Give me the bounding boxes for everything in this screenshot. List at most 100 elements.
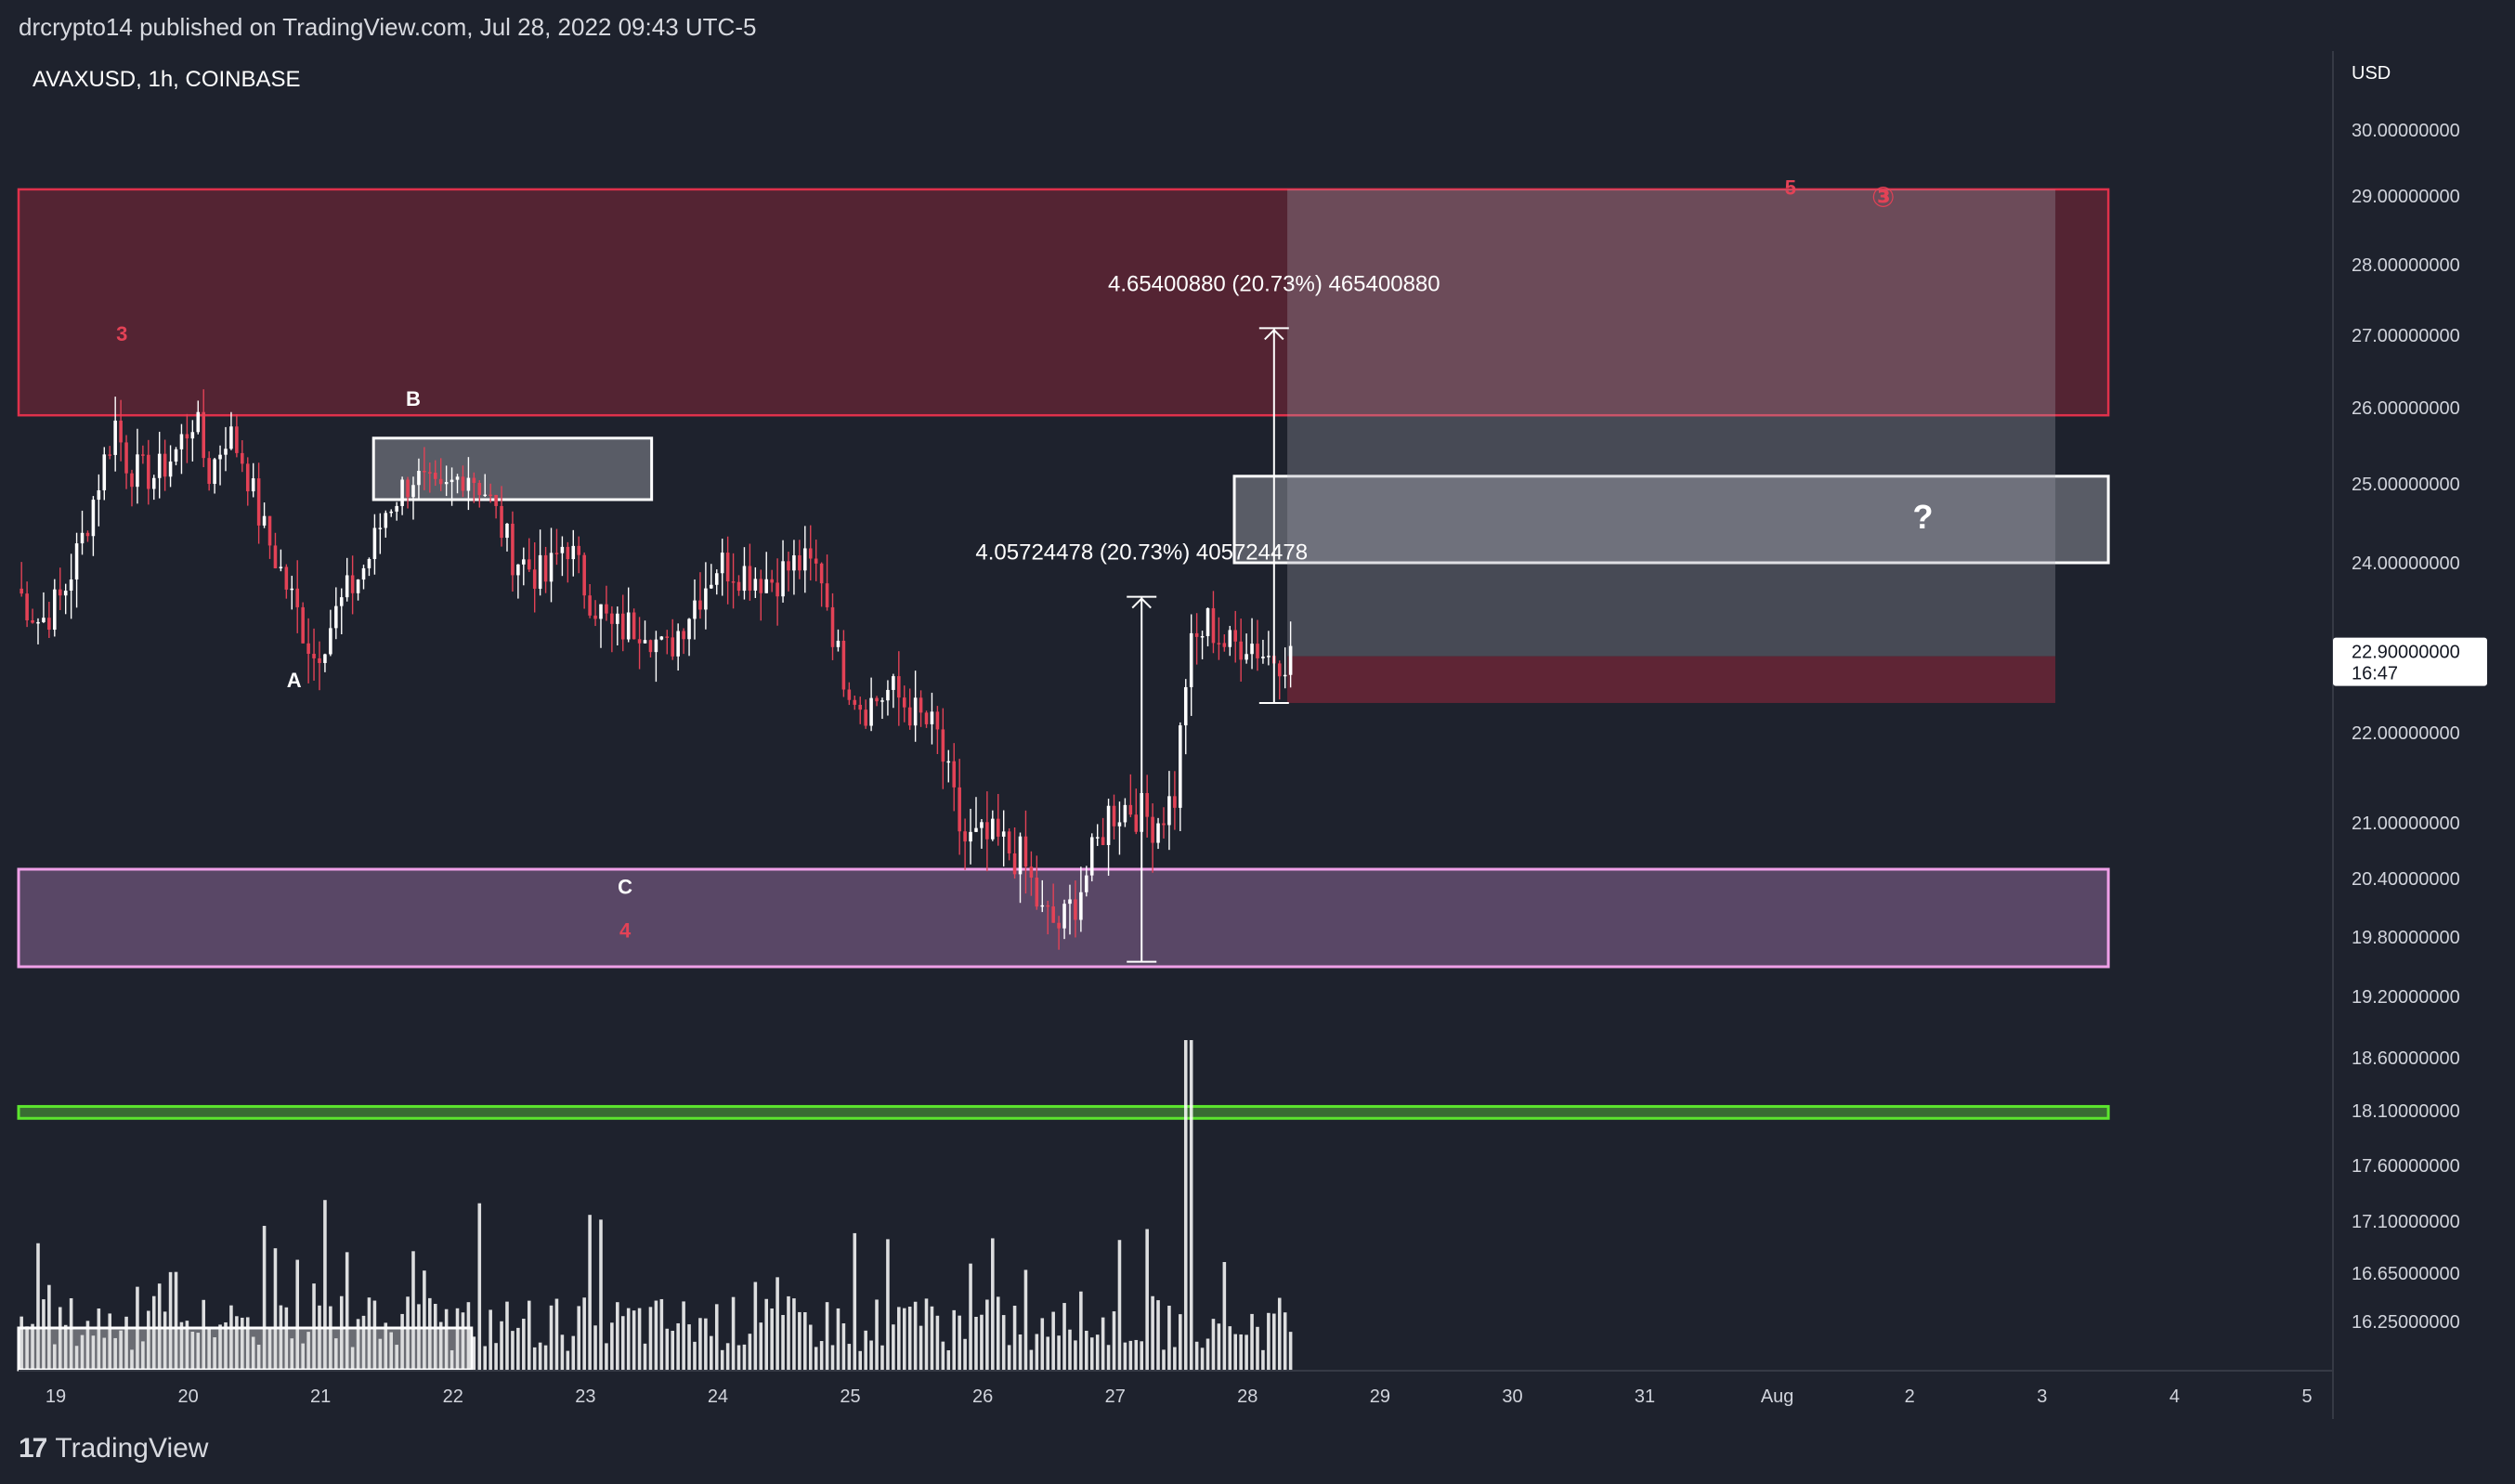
volume-bar	[323, 1200, 327, 1370]
volume-bar	[1051, 1311, 1055, 1370]
candle-body	[1173, 796, 1177, 808]
volume-bar	[395, 1345, 398, 1370]
volume-bar	[406, 1296, 410, 1370]
volume-bar	[626, 1308, 631, 1370]
supply-zone	[17, 188, 2110, 417]
volume-bar	[511, 1331, 515, 1370]
candle-body	[841, 640, 846, 690]
candle-body	[25, 593, 29, 620]
price-tick-label: 19.20000000	[2352, 987, 2460, 1008]
wave-label: 3	[116, 322, 127, 345]
volume-bar	[1128, 1340, 1133, 1370]
volume-bar	[880, 1345, 884, 1370]
candle-body	[875, 697, 879, 702]
price-tick-label: 26.00000000	[2352, 398, 2460, 419]
candle-body	[759, 579, 763, 593]
volume-bar	[42, 1299, 46, 1370]
candle-body	[190, 432, 195, 439]
candle-body	[350, 575, 355, 593]
candle-body	[803, 548, 807, 571]
time-tick-label: Aug	[1761, 1386, 1794, 1407]
candle-body	[1051, 906, 1055, 923]
volume-bar	[1046, 1336, 1050, 1370]
volume-bar	[588, 1215, 592, 1370]
candle-body	[781, 561, 785, 597]
volume-bar	[80, 1334, 85, 1370]
time-tick-label: 27	[1105, 1386, 1126, 1407]
volume-bar	[847, 1344, 852, 1370]
volume-bar	[147, 1310, 150, 1370]
candle-body	[224, 449, 228, 455]
volume-bar	[108, 1313, 112, 1370]
volume-bar	[554, 1298, 559, 1370]
last-price-value: 22.90000000	[2352, 643, 2460, 663]
candle-body	[819, 563, 824, 584]
volume-bar	[1089, 1337, 1094, 1370]
volume-bar	[858, 1350, 863, 1370]
candle-body	[1134, 814, 1139, 832]
candle-body	[1167, 796, 1171, 826]
volume-bar	[775, 1277, 779, 1370]
volume-layer	[17, 1040, 1293, 1372]
candle-body	[1267, 656, 1271, 657]
candle-body	[423, 470, 426, 473]
candle-body	[163, 453, 167, 477]
volume-bar	[450, 1350, 454, 1370]
volume-bar	[245, 1317, 250, 1370]
candle-body	[538, 554, 542, 589]
candle-body	[963, 831, 967, 842]
time-tick-label: 26	[972, 1386, 993, 1407]
candle-body	[42, 618, 46, 622]
volume-bar	[687, 1324, 691, 1370]
candle-body	[334, 605, 338, 629]
volume-bar	[1156, 1300, 1160, 1370]
volume-bar	[720, 1349, 724, 1370]
volume-bar	[1222, 1261, 1227, 1370]
candle-body	[477, 483, 482, 496]
volume-bar	[241, 1317, 244, 1370]
tradingview-footer[interactable]: 17 TradingView	[19, 1433, 208, 1464]
volume-bar	[290, 1338, 294, 1370]
volume-bar	[952, 1309, 957, 1370]
candle-body	[229, 426, 233, 449]
candle-body	[935, 711, 940, 730]
volume-bar	[361, 1315, 366, 1370]
candle-body	[1023, 836, 1028, 867]
wave-label: ③	[1871, 183, 1895, 214]
candle-body	[361, 567, 366, 580]
volume-bar	[334, 1338, 338, 1370]
symbol-title: AVAXUSD, 1h, COINBASE	[33, 67, 301, 92]
volume-bar	[295, 1259, 300, 1370]
time-tick-label: 30	[1502, 1386, 1522, 1407]
candle-body	[91, 500, 96, 537]
candle-body	[566, 546, 570, 560]
candle-body	[1101, 837, 1105, 845]
candle-body	[736, 581, 741, 592]
time-tick-label: 2	[1905, 1386, 1915, 1407]
volume-bar	[329, 1306, 332, 1370]
volume-bar	[620, 1316, 625, 1370]
volume-bar	[36, 1243, 40, 1370]
candle-body	[1179, 725, 1182, 808]
volume-bar	[356, 1319, 360, 1370]
volume-bar	[841, 1323, 846, 1370]
candle-body	[996, 818, 1000, 837]
price-tick-label: 16.65000000	[2352, 1264, 2460, 1284]
candle-body	[505, 523, 509, 539]
volume-bar	[731, 1296, 736, 1370]
volume-bar	[1145, 1229, 1149, 1370]
volume-bar	[710, 1335, 713, 1370]
volume-bar	[235, 1316, 239, 1370]
volume-bar	[1288, 1332, 1293, 1370]
volume-bar	[1277, 1297, 1282, 1370]
volume-bar	[251, 1336, 255, 1370]
volume-bar	[886, 1239, 890, 1370]
price-tick-label: 28.00000000	[2352, 255, 2460, 276]
candle-body	[1288, 645, 1293, 675]
candle-body	[880, 700, 884, 702]
candle-body	[339, 597, 344, 606]
candle-body	[792, 554, 796, 571]
time-tick-label: 5	[2301, 1386, 2312, 1407]
volume-bar	[63, 1324, 68, 1370]
